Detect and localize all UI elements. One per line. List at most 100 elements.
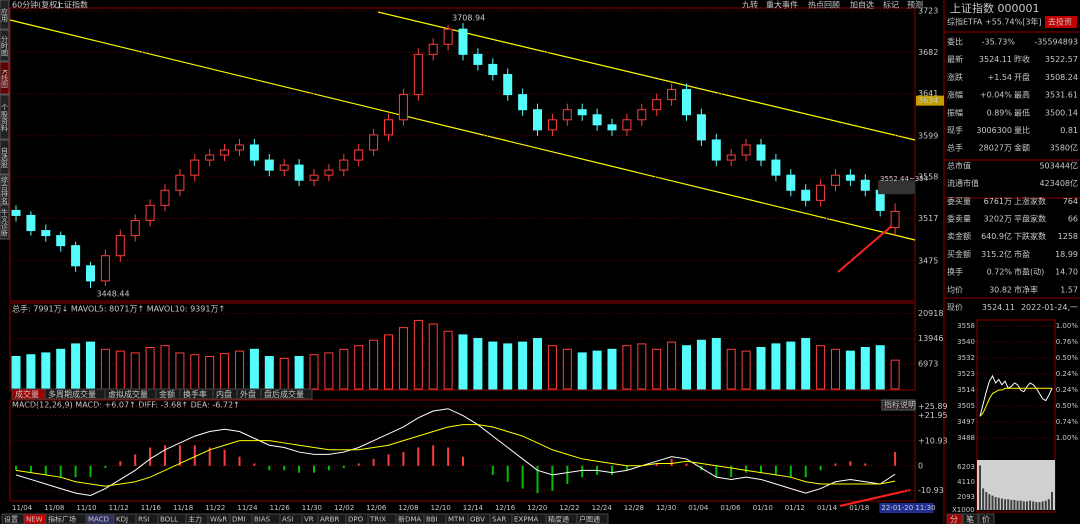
mini-tab-label[interactable]: 笔 (966, 514, 974, 524)
indicator-tab-label[interactable]: BOLL (160, 516, 178, 524)
side-tab-label[interactable]: 分时图 (1, 35, 9, 58)
indicator-tab-label[interactable]: 主力 (188, 515, 202, 524)
x-tick-label: 12/16 (495, 504, 516, 512)
side-tab[interactable] (0, 174, 10, 205)
top-button[interactable]: 九转 (742, 0, 758, 10)
volume-tab-label[interactable]: 外盘 (240, 389, 256, 399)
indicator-button[interactable] (881, 399, 916, 411)
quote-value: 1258 (1058, 232, 1078, 241)
side-tab[interactable] (0, 61, 10, 95)
indicator-tab-label[interactable]: VR (304, 516, 314, 524)
indicator-tab-label[interactable]: MTM (448, 516, 464, 524)
indicator-tab-label[interactable]: SAR (492, 516, 506, 524)
indicator-tab-label[interactable]: 户图通 (579, 515, 600, 524)
indicator-tab-label[interactable]: OBV (470, 516, 485, 524)
volume-tab-label[interactable]: 内盘 (216, 389, 232, 399)
mini-vol-label: 4110 (957, 478, 975, 486)
quote-title: 上证指数 000001 (950, 1, 1040, 15)
y-tick-label: 3723 (918, 7, 938, 16)
x-tick-label: 01/14 (817, 504, 838, 512)
indicator-tab-label[interactable]: 精度通 (548, 515, 569, 524)
x-tick-label: 12/28 (624, 504, 644, 512)
quote-label: 上涨家数 (1014, 196, 1046, 206)
indicator-tab-label[interactable]: BIAS (254, 516, 271, 524)
top-button[interactable]: 加自选 (850, 0, 874, 10)
volume-tab-label[interactable]: 多周期成交量 (48, 389, 96, 399)
mini-price-line (979, 374, 1053, 417)
indicator-tab-label[interactable]: DPO (348, 516, 364, 524)
side-tab-label[interactable]: 应用 (1, 7, 9, 23)
volume-tab-label[interactable]: 虚拟成交量 (108, 389, 148, 399)
side-tab[interactable] (0, 139, 10, 175)
top-button[interactable]: 重大事件 (766, 0, 798, 10)
volume-tab-label[interactable]: 金额 (159, 389, 175, 399)
indicator-tab-label[interactable]: RSI (138, 516, 149, 524)
side-tab[interactable] (0, 29, 10, 62)
side-tab-label[interactable]: 个股资料 (1, 104, 9, 133)
indicator-tab-label[interactable]: EXPMA (514, 516, 538, 524)
indicator-tab-label[interactable]: NEW (26, 516, 43, 524)
volume-bar (145, 347, 155, 390)
indicator-tab-label[interactable]: ASI (282, 516, 293, 524)
volume-tab-label[interactable]: 换手率 (183, 389, 207, 399)
quote-value: 0.81 (1060, 126, 1078, 135)
candle-body (235, 144, 244, 151)
y-tick-label: 3682 (918, 48, 938, 57)
volume-tab-label[interactable]: 成交量 (15, 389, 39, 399)
indicator-tab[interactable] (576, 513, 609, 524)
volume-bar (726, 348, 736, 390)
volume-bar (547, 345, 557, 390)
mini-tab[interactable] (978, 513, 995, 524)
quote-label: 市净率 (1014, 284, 1038, 294)
quote-label: 买金额 (947, 249, 971, 259)
indicator-tab-label[interactable]: W&R (210, 516, 227, 524)
indicator-tab-label[interactable]: 指标广场 (48, 515, 76, 524)
side-tab[interactable] (0, 0, 10, 30)
indicator-button-label[interactable]: 指标说明 (884, 400, 916, 410)
mini-tab-label[interactable]: 价 (982, 515, 990, 524)
volume-bar (682, 345, 691, 390)
top-button[interactable]: 标记 (883, 0, 899, 10)
candle-body (458, 28, 468, 55)
candle-body (756, 144, 766, 161)
volume-bar (518, 341, 528, 390)
candle-body (100, 255, 110, 282)
indicator-tab-label[interactable]: TRIX (369, 516, 386, 524)
invest-button-label[interactable]: 去投资 (1048, 17, 1072, 27)
volume-tab[interactable] (260, 388, 313, 400)
side-tab-label[interactable]: 牛叉诊断 (1, 208, 9, 238)
side-tab-label[interactable]: 自选股 (1, 146, 9, 169)
side-tab[interactable] (0, 94, 10, 140)
volume-tab-label[interactable]: 盘后成交量 (264, 389, 304, 399)
mini-pct-label: 0.76% (1056, 338, 1079, 346)
side-tab-label[interactable]: K线图 (1, 69, 9, 89)
mini-tab-label[interactable]: 分 (950, 515, 958, 524)
y-tick-label: 3641 (918, 89, 938, 98)
top-button[interactable]: 预测 (907, 0, 923, 10)
side-tab-label[interactable]: 综合排名 (1, 175, 9, 205)
mini-tab[interactable] (946, 513, 963, 524)
volume-bar (533, 337, 542, 390)
indicator-tab-label[interactable]: 设置 (4, 515, 18, 524)
volume-bar (860, 347, 870, 390)
mini-tab[interactable] (962, 513, 979, 524)
quote-label: 昨收 (1014, 54, 1030, 64)
indicator-tab-label[interactable]: KDJ (116, 516, 128, 524)
quote-label: 最新 (947, 54, 963, 64)
volume-bar (56, 348, 66, 390)
indicator-tab-label[interactable]: BBI (426, 516, 438, 524)
candle-body (369, 134, 379, 151)
volume-bar (696, 339, 706, 390)
side-tab[interactable] (0, 204, 10, 240)
indicator-tab-label[interactable]: 新DMA (398, 515, 421, 524)
invest-button[interactable] (1045, 16, 1077, 28)
indicator-tab-label[interactable]: ARBR (320, 516, 339, 524)
indicator-tab-label[interactable]: MACD (88, 516, 109, 524)
top-button[interactable]: 热点回顾 (808, 0, 840, 10)
indicator-tab-label[interactable]: DMI (232, 516, 246, 524)
candle-body (786, 174, 796, 191)
volume-bar (577, 352, 587, 390)
mini-price-label: 3540 (957, 338, 975, 346)
mini-pct-label: 0.50% (1056, 402, 1079, 410)
